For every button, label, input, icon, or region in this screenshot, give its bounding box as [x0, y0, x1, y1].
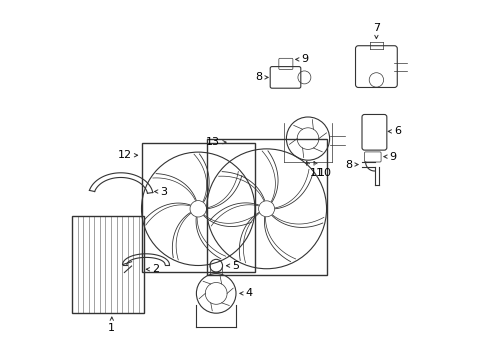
- Text: 1: 1: [108, 323, 115, 333]
- Text: 8: 8: [345, 159, 352, 170]
- Text: 8: 8: [255, 72, 262, 82]
- Text: 3: 3: [160, 186, 168, 197]
- Text: 10: 10: [318, 168, 332, 178]
- Text: 7: 7: [373, 23, 380, 33]
- Bar: [207, 139, 326, 275]
- Text: 4: 4: [245, 288, 253, 298]
- Text: 9: 9: [390, 152, 397, 162]
- Text: 12: 12: [118, 150, 132, 160]
- Text: 5: 5: [232, 261, 239, 271]
- Bar: [142, 143, 255, 272]
- Bar: [72, 216, 144, 313]
- Text: 2: 2: [152, 264, 159, 274]
- Text: 13: 13: [206, 137, 220, 147]
- Text: 11: 11: [310, 168, 324, 179]
- Text: 9: 9: [301, 54, 309, 64]
- Text: 6: 6: [394, 126, 401, 136]
